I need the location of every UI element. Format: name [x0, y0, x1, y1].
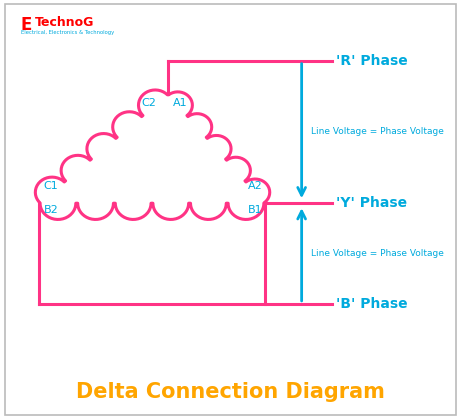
Text: Electrical, Electronics & Technology: Electrical, Electronics & Technology — [21, 30, 114, 35]
Text: 'Y' Phase: 'Y' Phase — [336, 196, 407, 210]
Text: Line Voltage = Phase Voltage: Line Voltage = Phase Voltage — [311, 249, 444, 258]
Text: 'R' Phase: 'R' Phase — [336, 54, 408, 68]
Text: C2: C2 — [142, 98, 156, 109]
Text: Line Voltage = Phase Voltage: Line Voltage = Phase Voltage — [311, 127, 444, 137]
Text: B2: B2 — [44, 205, 58, 215]
Text: B1: B1 — [248, 205, 263, 215]
FancyBboxPatch shape — [5, 4, 456, 415]
Text: E: E — [21, 16, 32, 34]
Text: A1: A1 — [173, 98, 187, 109]
Text: Delta Connection Diagram: Delta Connection Diagram — [76, 382, 385, 402]
Text: A2: A2 — [248, 181, 263, 191]
Text: C1: C1 — [44, 181, 58, 191]
Text: 'B' Phase: 'B' Phase — [336, 297, 408, 311]
Text: TechnoG: TechnoG — [35, 16, 94, 29]
